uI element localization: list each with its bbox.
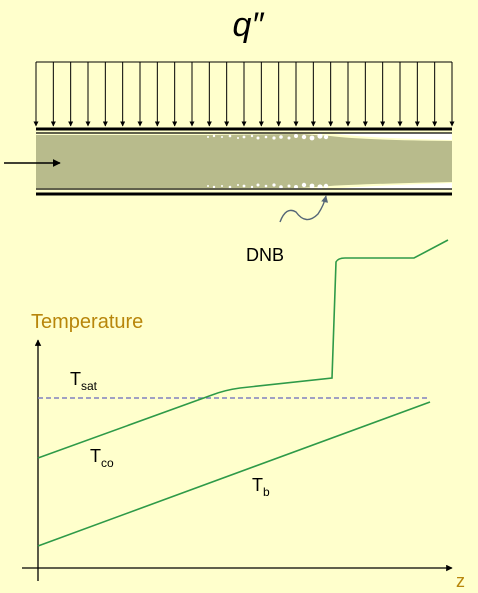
t-co-label-main: T xyxy=(90,446,101,466)
vapor-bubble xyxy=(309,135,315,141)
t-co-curve xyxy=(37,239,449,459)
vapor-bubble xyxy=(228,134,232,138)
vapor-bubble xyxy=(207,185,209,187)
vapor-bubble xyxy=(317,184,323,190)
vapor-bubble xyxy=(279,135,283,139)
vapor-bubble xyxy=(237,184,239,186)
vapor-bubble xyxy=(301,134,307,140)
t-b-curve xyxy=(37,401,431,547)
vapor-bubble xyxy=(221,136,223,138)
t-co-label: Tco xyxy=(90,446,114,470)
vapor-bubble xyxy=(264,184,268,188)
vapor-bubble xyxy=(272,136,276,140)
vapor-bubble xyxy=(301,182,307,188)
vapor-bubble xyxy=(323,183,329,189)
vapor-bubble xyxy=(256,183,260,187)
vapor-bubble xyxy=(242,184,246,188)
x-axis-label: z xyxy=(456,571,465,591)
vapor-bubble xyxy=(207,136,209,138)
vapor-bubble xyxy=(272,183,276,187)
vapor-bubble xyxy=(250,185,254,189)
t-b-label-main: T xyxy=(252,475,263,495)
vapor-bubble xyxy=(317,133,323,139)
vapor-bubble xyxy=(309,183,315,189)
t-b-label: Tb xyxy=(252,475,270,499)
vapor-bubble xyxy=(221,185,223,187)
heat-flux-label: q″ xyxy=(233,6,265,44)
vapor-bubble xyxy=(228,185,232,189)
y-axis-label: Temperature xyxy=(31,311,143,333)
vapor-bubble xyxy=(237,137,239,139)
vapor-bubble xyxy=(256,136,260,140)
vapor-bubble xyxy=(294,185,298,189)
vapor-bubble xyxy=(250,134,254,138)
vapor-bubbles xyxy=(207,133,329,190)
dnb-label: DNB xyxy=(246,245,284,265)
vapor-film-bottom xyxy=(330,183,452,189)
vapor-bubble xyxy=(323,134,329,140)
liquid-core xyxy=(36,134,452,188)
t-co-label-sub: co xyxy=(101,456,114,470)
vapor-bubble xyxy=(279,185,283,189)
vapor-bubble xyxy=(242,135,246,139)
vapor-bubble xyxy=(287,184,291,188)
vapor-bubble xyxy=(287,136,291,140)
vapor-bubble xyxy=(294,134,298,138)
vapor-bubble xyxy=(212,185,216,189)
heat-flux-arrows xyxy=(33,61,455,127)
vapor-bubble xyxy=(264,135,268,139)
t-sat-label-main: T xyxy=(70,369,81,389)
dnb-pointer xyxy=(279,195,329,223)
t-b-label-sub: b xyxy=(263,485,270,499)
t-sat-label: Tsat xyxy=(70,369,98,393)
t-sat-label-sub: sat xyxy=(81,379,98,393)
vapor-film-top xyxy=(330,133,452,140)
vapor-bubble xyxy=(212,134,216,138)
